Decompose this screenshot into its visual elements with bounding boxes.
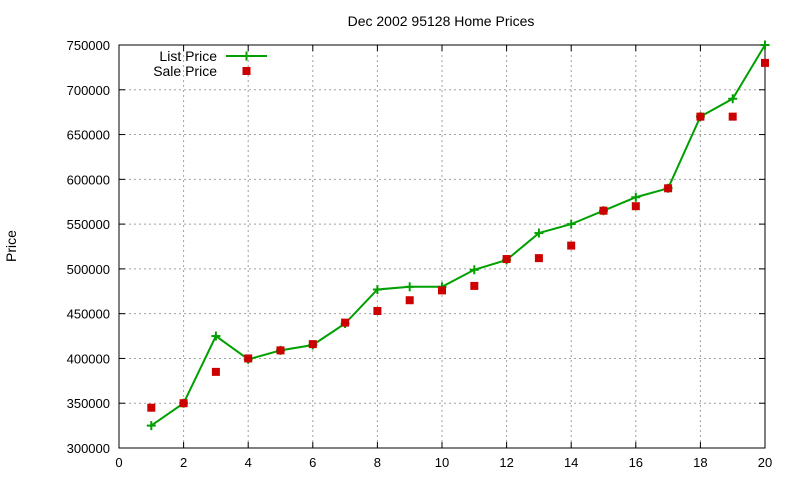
x-tick-label: 12: [499, 455, 513, 470]
y-tick-label: 500000: [67, 262, 110, 277]
y-tick-label: 450000: [67, 307, 110, 322]
x-tick-label: 14: [564, 455, 578, 470]
sale-price-point: [761, 58, 769, 67]
list-price-point: [405, 282, 415, 292]
x-tick-label: 18: [693, 455, 707, 470]
y-tick-label: 700000: [67, 83, 110, 98]
legend-sample-sale-price: [242, 67, 251, 75]
sale-price-point: [664, 184, 673, 193]
grid-layer: [119, 45, 765, 448]
sale-price-point: [631, 202, 640, 211]
x-tick-label: 8: [374, 455, 381, 470]
y-tick-label: 300000: [67, 441, 110, 456]
list-price-point: [372, 284, 382, 294]
list-price-line: [150, 44, 766, 427]
list-price-point: [534, 228, 544, 238]
sale-price-point: [534, 254, 543, 263]
x-tick-label: 10: [435, 455, 449, 470]
list-price-point: [566, 219, 576, 229]
sale-price-point: [405, 296, 414, 305]
sale-price-point: [696, 112, 705, 121]
list-price-point: [760, 40, 770, 50]
legend: List Price Sale Price: [153, 48, 267, 79]
sale-price-point: [244, 354, 253, 363]
x-tick-label: 20: [758, 455, 772, 470]
y-tick-label: 400000: [67, 351, 110, 366]
sale-price-point: [147, 403, 156, 412]
y-tick-label: 650000: [67, 128, 110, 143]
series-layer: [146, 40, 770, 431]
y-tick-label: 350000: [67, 396, 110, 411]
x-tick-label: 6: [309, 455, 316, 470]
sale-price-point: [502, 255, 511, 264]
x-tick-label: 0: [115, 455, 122, 470]
legend-label-sale-price: Sale Price: [153, 63, 217, 79]
list-price-point: [469, 265, 479, 275]
list-price-point: [728, 94, 738, 104]
chart-title: Dec 2002 95128 Home Prices: [348, 13, 535, 29]
sale-price-point: [308, 340, 317, 349]
sale-price-point: [470, 281, 479, 290]
sale-price-point: [728, 112, 737, 121]
sale-price-point: [179, 399, 188, 408]
x-tick-label: 16: [629, 455, 643, 470]
sale-price-point: [599, 206, 608, 215]
list-price-point: [146, 421, 156, 431]
sale-price-point: [276, 346, 285, 355]
y-axis-label: Price: [3, 230, 19, 262]
x-tick-label: 4: [245, 455, 252, 470]
y-tick-label: 750000: [67, 38, 110, 53]
axis-layer: 0 2 4 6 8 10 12 14 16 18 20 300000 350000 400000 45000…: [67, 38, 773, 470]
y-tick-label: 550000: [67, 217, 110, 232]
x-tick-label: 2: [180, 455, 187, 470]
sale-price-point: [438, 286, 446, 295]
sale-price-point: [341, 318, 350, 327]
sale-price-point: [567, 241, 576, 250]
list-price-point: [211, 331, 221, 341]
legend-label-list-price: List Price: [159, 48, 217, 64]
y-tick-label: 600000: [67, 172, 110, 187]
sale-price-point: [211, 367, 220, 376]
sale-price-point: [373, 306, 382, 315]
list-price-point: [631, 192, 641, 202]
